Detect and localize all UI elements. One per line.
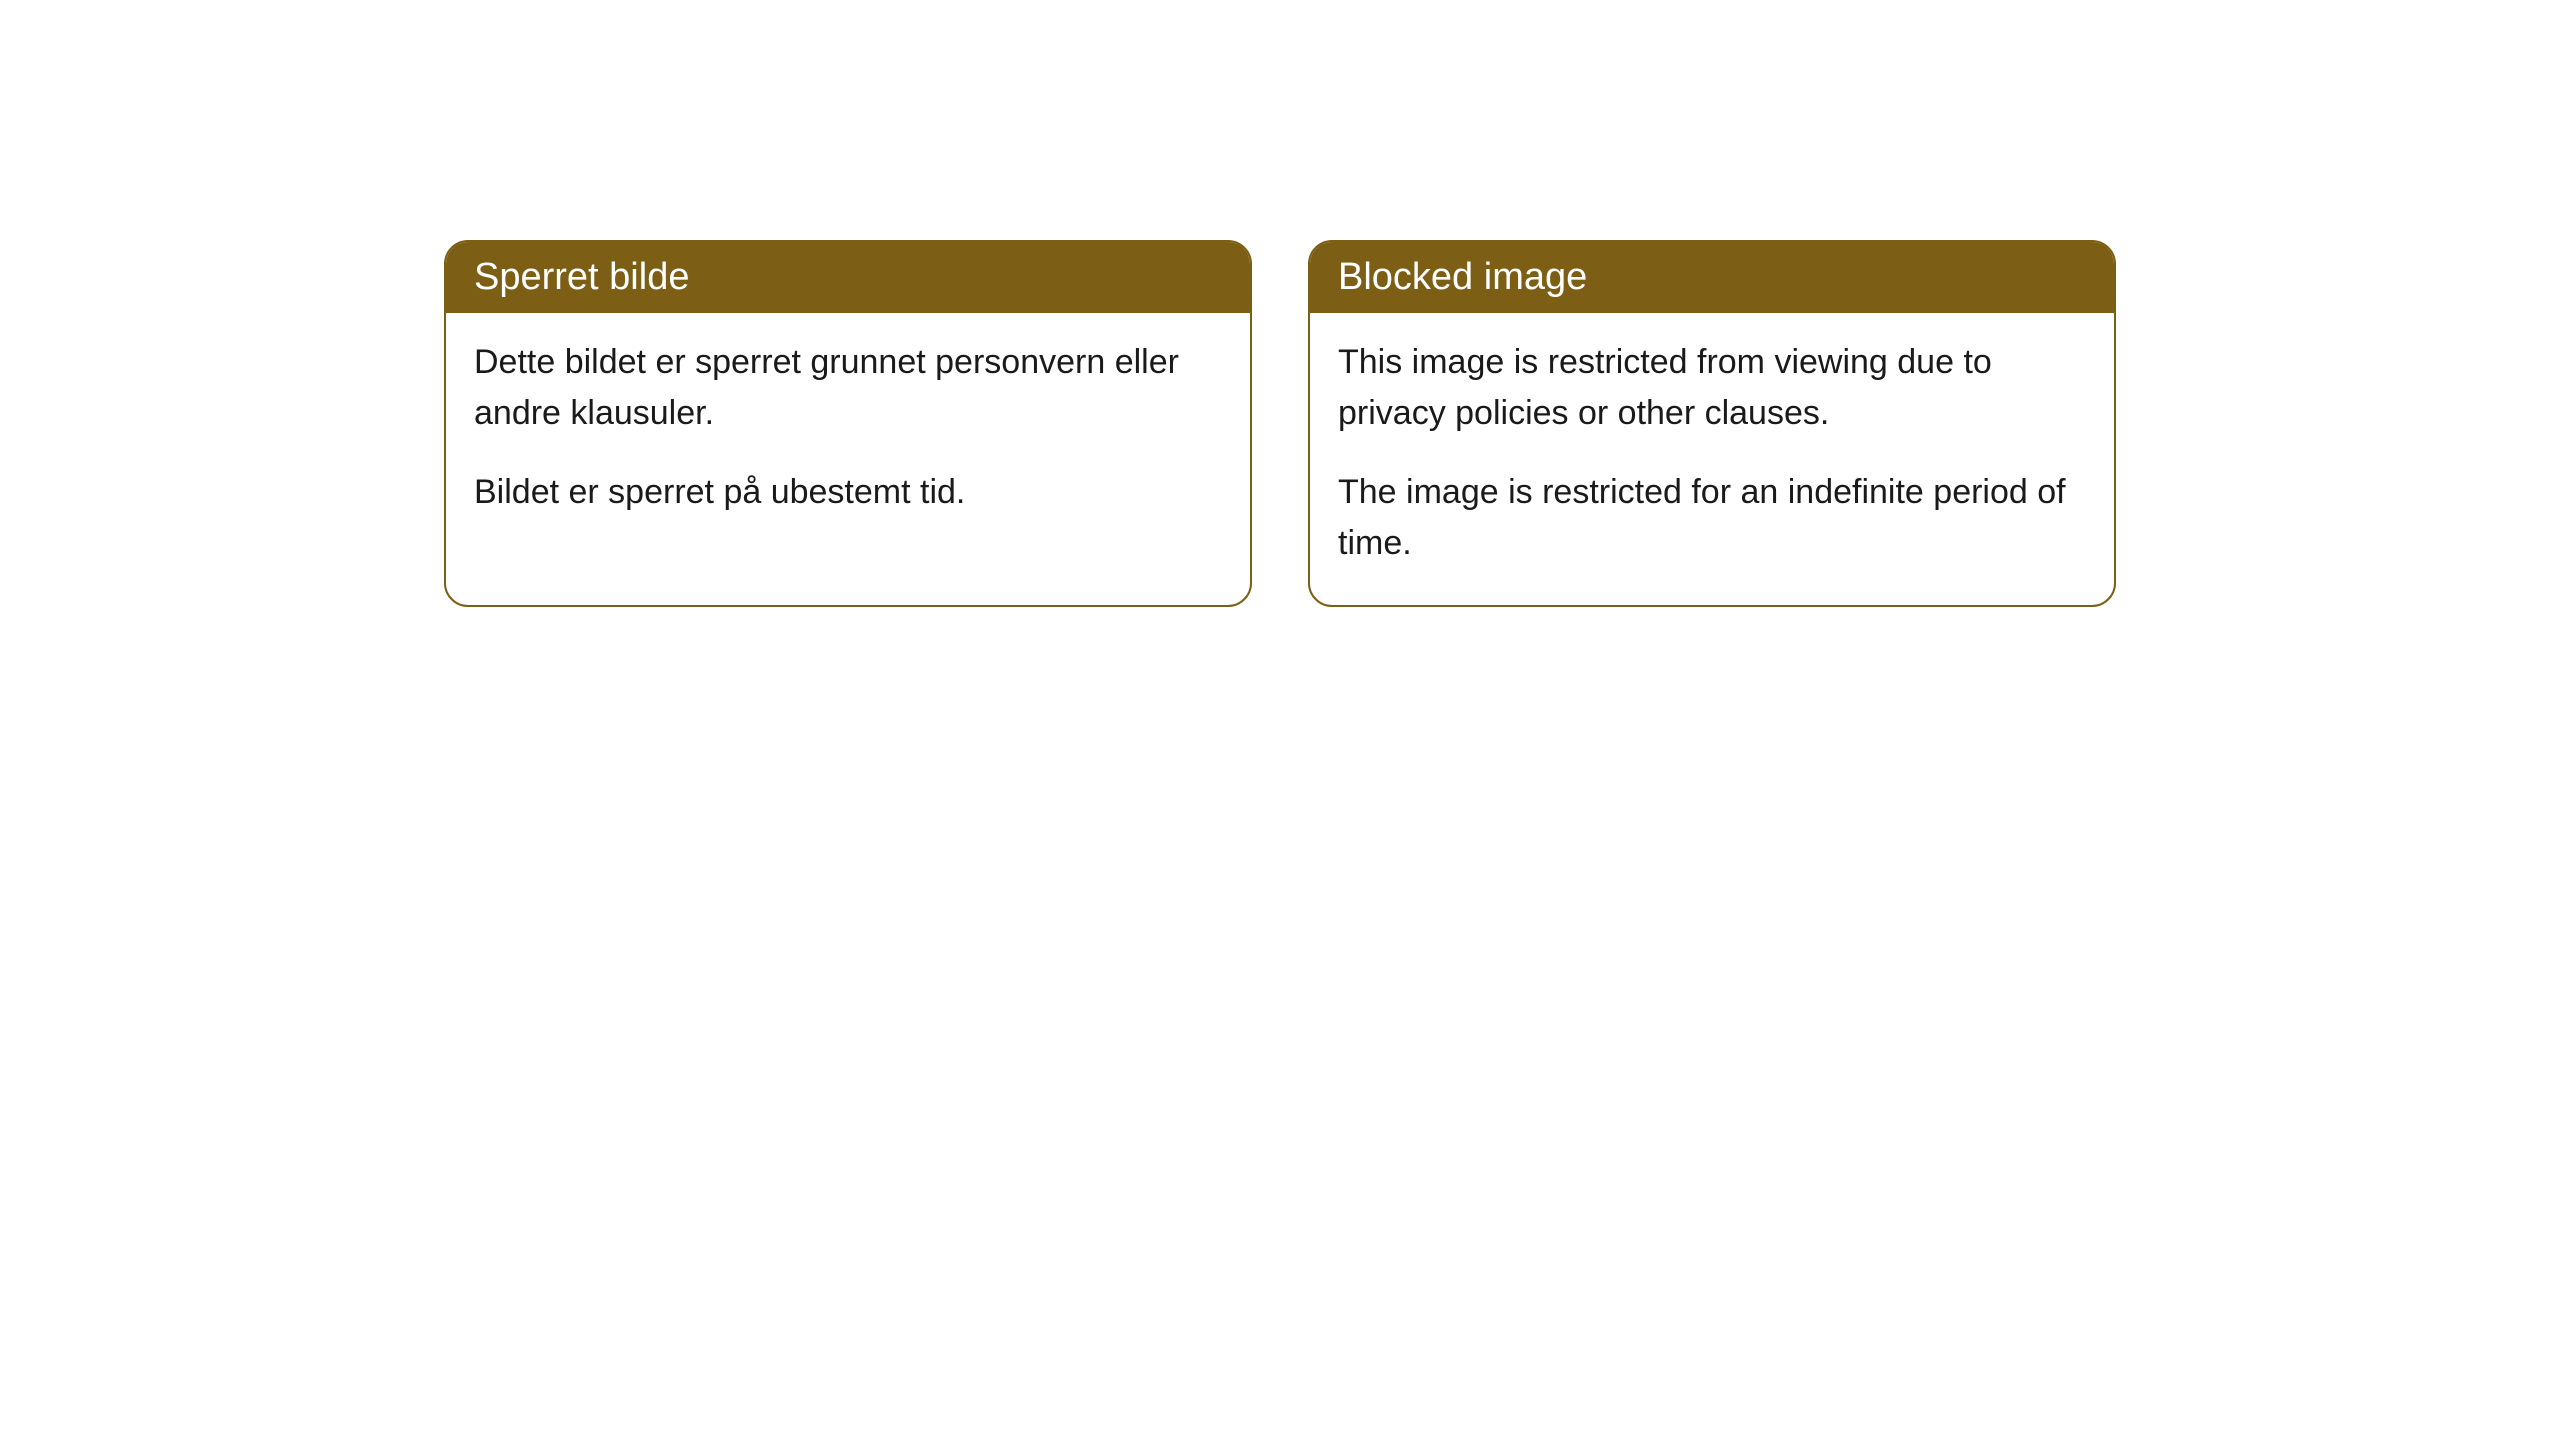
card-body-norwegian: Dette bildet er sperret grunnet personve… — [446, 313, 1250, 554]
card-header-english: Blocked image — [1310, 242, 2114, 313]
card-header-norwegian: Sperret bilde — [446, 242, 1250, 313]
card-english: Blocked image This image is restricted f… — [1308, 240, 2116, 607]
card-body-english: This image is restricted from viewing du… — [1310, 313, 2114, 605]
card-paragraph-1-no: Dette bildet er sperret grunnet personve… — [474, 337, 1222, 439]
card-paragraph-2-en: The image is restricted for an indefinit… — [1338, 467, 2086, 569]
card-norwegian: Sperret bilde Dette bildet er sperret gr… — [444, 240, 1252, 607]
cards-container: Sperret bilde Dette bildet er sperret gr… — [0, 240, 2560, 607]
card-paragraph-2-no: Bildet er sperret på ubestemt tid. — [474, 467, 1222, 518]
card-paragraph-1-en: This image is restricted from viewing du… — [1338, 337, 2086, 439]
